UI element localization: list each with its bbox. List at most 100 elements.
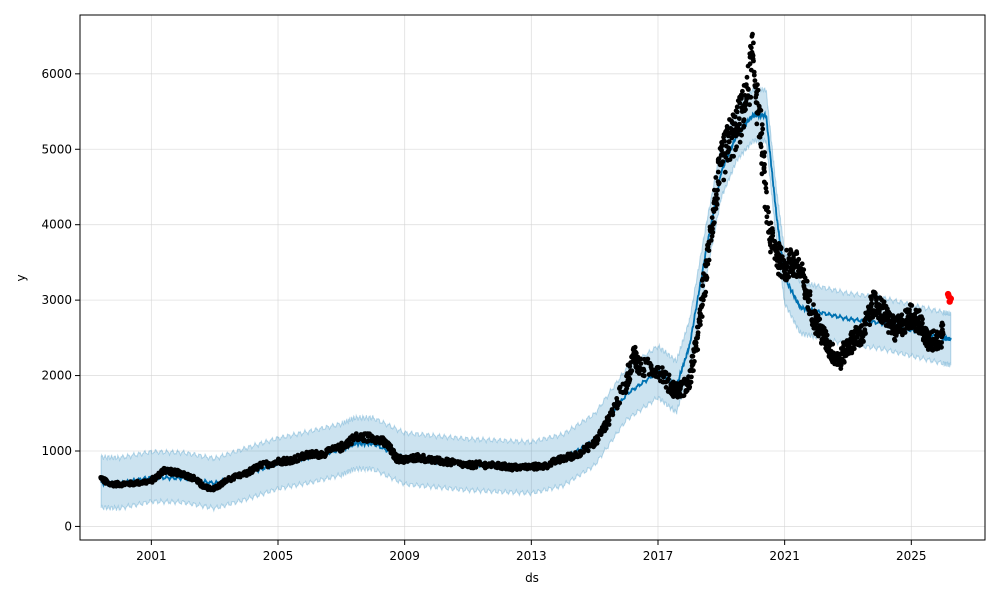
- observed-point: [789, 259, 796, 265]
- observed-point: [130, 480, 136, 486]
- observed-point: [837, 357, 843, 364]
- observed-point: [764, 214, 770, 220]
- observed-point: [497, 463, 503, 469]
- observed-point: [784, 247, 789, 253]
- x-tick-label: 2009: [389, 549, 420, 563]
- observed-point: [117, 481, 123, 487]
- observed-point: [697, 318, 703, 324]
- observed-point: [940, 327, 945, 332]
- observed-point: [383, 440, 389, 446]
- observed-point: [908, 312, 914, 318]
- observed-point: [768, 249, 773, 255]
- observed-point: [924, 335, 930, 341]
- observed-point: [645, 356, 651, 362]
- observed-point: [180, 471, 186, 477]
- observed-point: [716, 180, 722, 186]
- observed-point: [760, 126, 766, 132]
- observed-point: [98, 475, 104, 481]
- observed-point: [654, 370, 659, 375]
- plot-frame: [79, 14, 986, 541]
- observed-point: [763, 185, 769, 191]
- observed-point: [689, 374, 694, 380]
- observed-point: [715, 169, 721, 175]
- observed-point: [861, 331, 867, 337]
- observed-point: [402, 457, 408, 463]
- observed-point: [687, 380, 693, 386]
- observed-point: [106, 481, 112, 487]
- observed-point: [698, 322, 703, 328]
- observed-point: [713, 175, 719, 180]
- observed-point: [617, 400, 623, 406]
- y-tick-label: 4000: [41, 218, 72, 232]
- observed-point: [872, 290, 878, 296]
- observed-point: [732, 114, 738, 120]
- observed-point: [573, 452, 579, 458]
- observed-point: [631, 350, 637, 356]
- observed-point: [373, 440, 379, 446]
- observed-point: [939, 320, 945, 326]
- observed-point: [713, 192, 719, 197]
- x-tick-label: 2017: [643, 549, 674, 563]
- observed-point: [256, 463, 263, 469]
- uncertainty-band-area: [100, 86, 952, 513]
- observed-point: [909, 303, 915, 308]
- observed-point: [638, 356, 644, 362]
- observed-point: [774, 252, 780, 258]
- observed-point: [394, 455, 400, 462]
- observed-point: [734, 144, 739, 150]
- observed-point: [748, 94, 754, 100]
- y-tick-label: 6000: [41, 67, 72, 81]
- observed-point: [641, 368, 647, 374]
- observed-point: [811, 302, 816, 307]
- observed-point: [338, 444, 344, 450]
- observed-point: [161, 467, 167, 473]
- observed-point: [755, 87, 761, 93]
- y-axis-label: y: [14, 274, 28, 281]
- observed-point: [699, 304, 704, 310]
- observed-point: [663, 385, 669, 390]
- observed-point: [666, 372, 672, 378]
- observed-point: [804, 278, 810, 284]
- observed-point: [821, 335, 827, 341]
- observed-point: [714, 202, 720, 207]
- observed-point: [275, 459, 281, 465]
- observed-point: [801, 279, 806, 285]
- recent-points: [944, 290, 954, 305]
- observed-point: [902, 330, 908, 335]
- observed-point: [243, 471, 249, 477]
- observed-point: [715, 187, 720, 193]
- observed-point: [705, 261, 711, 267]
- observed-point: [752, 78, 758, 83]
- observed-point: [869, 301, 875, 307]
- observed-point: [648, 363, 654, 368]
- observed-point: [759, 122, 765, 127]
- observed-point: [708, 238, 714, 243]
- observed-point: [916, 320, 922, 326]
- observed-point: [370, 434, 376, 440]
- observed-point: [851, 346, 857, 352]
- observed-point: [722, 169, 728, 175]
- observed-point: [746, 87, 751, 92]
- observed-point: [288, 457, 294, 463]
- observed-point: [320, 451, 326, 457]
- observed-point: [881, 299, 887, 305]
- observed-point: [692, 359, 697, 364]
- y-tick-label: 2000: [41, 369, 72, 383]
- observed-point: [433, 458, 439, 464]
- observed-point: [740, 88, 745, 94]
- observed-point: [797, 267, 803, 273]
- observed-point: [782, 263, 788, 269]
- observed-point: [700, 283, 706, 289]
- observed-point: [807, 289, 813, 294]
- observed-point: [659, 365, 665, 370]
- observed-point: [892, 327, 899, 333]
- observed-point: [748, 45, 754, 51]
- observed-point: [585, 448, 591, 454]
- observed-point: [853, 335, 859, 341]
- observed-point: [869, 297, 874, 302]
- observed-point: [754, 121, 760, 127]
- observed-point: [805, 297, 811, 303]
- observed-point: [548, 463, 554, 468]
- observed-point: [758, 131, 764, 137]
- observed-point: [465, 462, 471, 468]
